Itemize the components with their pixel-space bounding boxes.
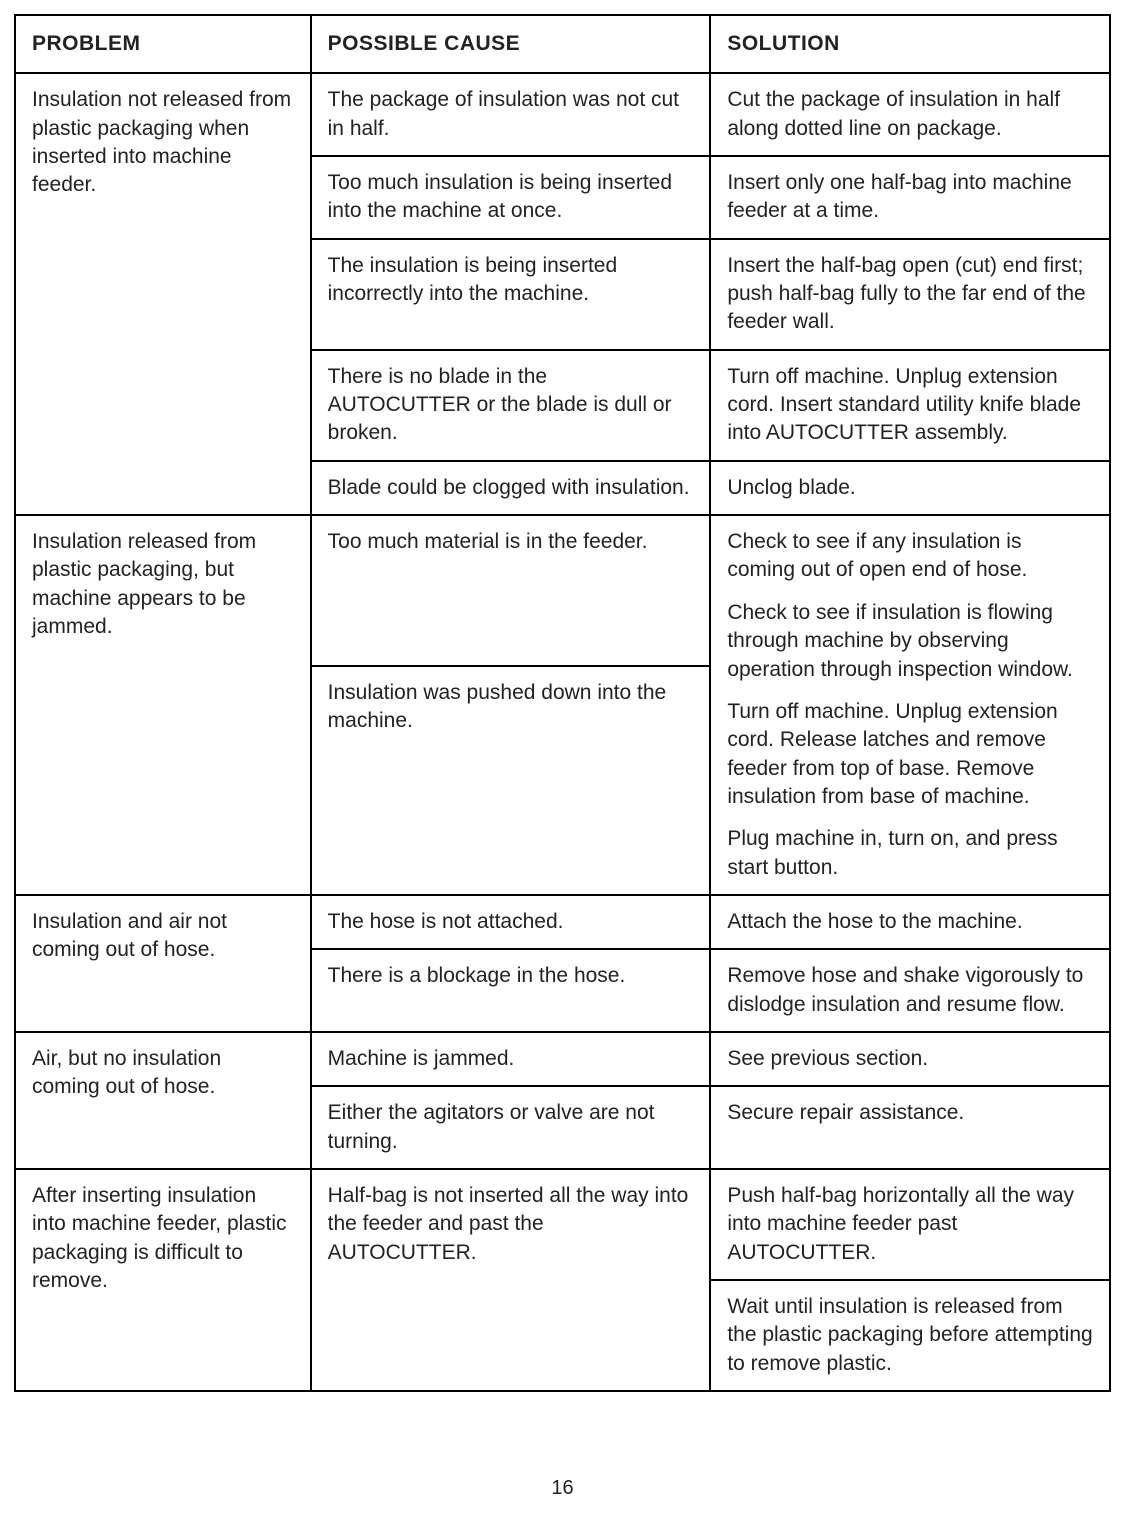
cause-cell: The package of insulation was not cut in…	[311, 73, 711, 156]
cause-cell: Blade could be clogged with insulation.	[311, 461, 711, 515]
cause-cell: Too much insulation is being inserted in…	[311, 156, 711, 239]
page-number: 16	[0, 1477, 1125, 1500]
solution-cell: See previous section.	[710, 1032, 1110, 1086]
header-problem: PROBLEM	[15, 15, 311, 73]
page: PROBLEM POSSIBLE CAUSE SOLUTION Insulati…	[0, 0, 1125, 1524]
cause-cell: Insulation was pushed down into the mach…	[311, 666, 711, 895]
problem-cell: Insulation not released from plastic pac…	[15, 73, 311, 515]
solution-cell: Insert only one half-bag into machine fe…	[710, 156, 1110, 239]
table-row: Insulation not released from plastic pac…	[15, 73, 1110, 156]
troubleshooting-table: PROBLEM POSSIBLE CAUSE SOLUTION Insulati…	[14, 14, 1111, 1392]
cause-cell: Either the agitators or valve are not tu…	[311, 1086, 711, 1169]
table-row: Insulation released from plastic packagi…	[15, 515, 1110, 666]
solution-cell: Remove hose and shake vigorously to disl…	[710, 949, 1110, 1032]
header-solution: SOLUTION	[710, 15, 1110, 73]
table-row: Air, but no insulation coming out of hos…	[15, 1032, 1110, 1086]
cause-cell: Half-bag is not inserted all the way int…	[311, 1169, 711, 1391]
solution-cell: Unclog blade.	[710, 461, 1110, 515]
cause-cell: Machine is jammed.	[311, 1032, 711, 1086]
solution-cell: Check to see if any insulation is coming…	[710, 515, 1110, 895]
solution-cell: Turn off machine. Unplug extension cord.…	[710, 350, 1110, 461]
problem-cell: Air, but no insulation coming out of hos…	[15, 1032, 311, 1169]
header-cause: POSSIBLE CAUSE	[311, 15, 711, 73]
solution-cell: Secure repair assistance.	[710, 1086, 1110, 1169]
solution-paragraph: Turn off machine. Unplug extension cord.…	[727, 698, 1093, 811]
cause-cell: The insulation is being inserted incorre…	[311, 239, 711, 350]
cause-cell: There is a blockage in the hose.	[311, 949, 711, 1032]
solution-paragraph: Plug machine in, turn on, and press star…	[727, 825, 1093, 882]
table-header-row: PROBLEM POSSIBLE CAUSE SOLUTION	[15, 15, 1110, 73]
cause-cell: Too much material is in the feeder.	[311, 515, 711, 666]
cause-cell: The hose is not attached.	[311, 895, 711, 949]
cause-cell: There is no blade in the AUTOCUTTER or t…	[311, 350, 711, 461]
solution-paragraph: Check to see if any insulation is coming…	[727, 528, 1093, 585]
problem-cell: Insulation released from plastic packagi…	[15, 515, 311, 895]
solution-cell: Attach the hose to the machine.	[710, 895, 1110, 949]
table-row: Insulation and air not coming out of hos…	[15, 895, 1110, 949]
table-row: After inserting insulation into machine …	[15, 1169, 1110, 1280]
problem-cell: Insulation and air not coming out of hos…	[15, 895, 311, 1032]
solution-cell: Wait until insulation is released from t…	[710, 1280, 1110, 1391]
solution-cell: Insert the half-bag open (cut) end first…	[710, 239, 1110, 350]
problem-cell: After inserting insulation into machine …	[15, 1169, 311, 1391]
solution-cell: Cut the package of insulation in half al…	[710, 73, 1110, 156]
solution-cell: Push half-bag horizontally all the way i…	[710, 1169, 1110, 1280]
solution-paragraph: Check to see if insulation is flowing th…	[727, 599, 1093, 684]
